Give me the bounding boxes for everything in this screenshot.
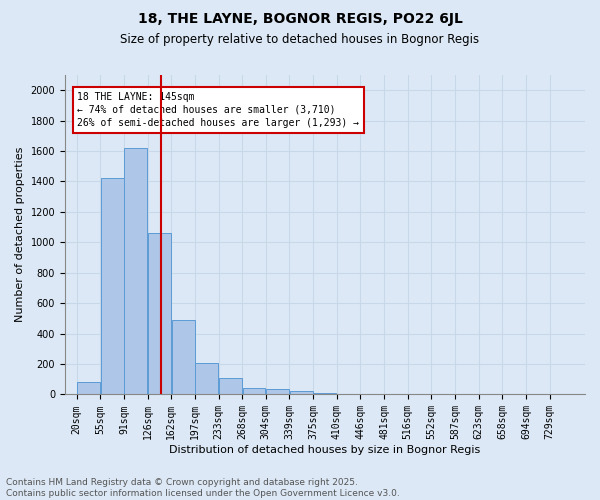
X-axis label: Distribution of detached houses by size in Bognor Regis: Distribution of detached houses by size …	[169, 445, 481, 455]
Bar	[124, 148, 147, 394]
Bar	[313, 393, 337, 394]
Bar	[290, 392, 313, 394]
Text: Size of property relative to detached houses in Bognor Regis: Size of property relative to detached ho…	[121, 32, 479, 46]
Bar	[77, 382, 100, 394]
Text: Contains HM Land Registry data © Crown copyright and database right 2025.
Contai: Contains HM Land Registry data © Crown c…	[6, 478, 400, 498]
Bar	[266, 389, 289, 394]
Bar	[195, 364, 218, 394]
Bar	[242, 388, 265, 394]
Bar	[172, 320, 194, 394]
Y-axis label: Number of detached properties: Number of detached properties	[15, 147, 25, 322]
Bar	[219, 378, 242, 394]
Bar	[101, 178, 124, 394]
Text: 18, THE LAYNE, BOGNOR REGIS, PO22 6JL: 18, THE LAYNE, BOGNOR REGIS, PO22 6JL	[137, 12, 463, 26]
Text: 18 THE LAYNE: 145sqm
← 74% of detached houses are smaller (3,710)
26% of semi-de: 18 THE LAYNE: 145sqm ← 74% of detached h…	[77, 92, 359, 128]
Bar	[148, 233, 171, 394]
